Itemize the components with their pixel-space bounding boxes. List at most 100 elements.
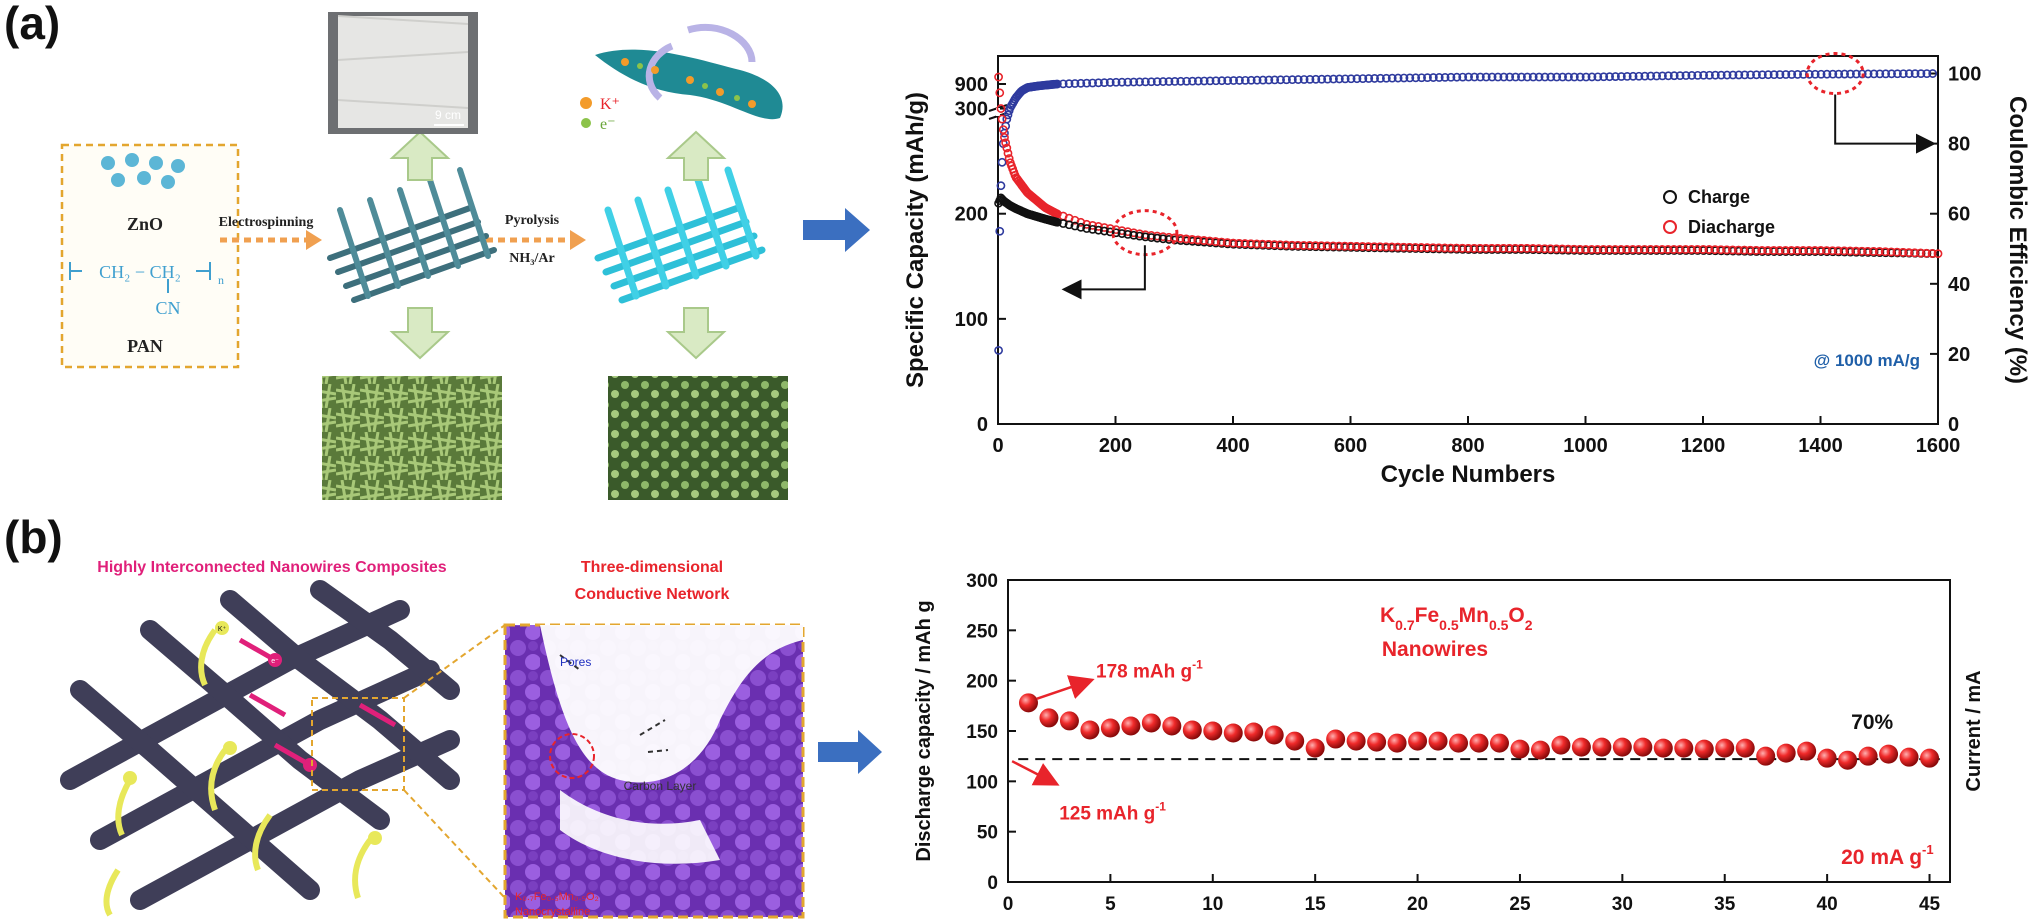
blue-arrow-b-icon (818, 730, 882, 774)
series-discharge-point (1780, 246, 1790, 255)
series-discharge-point (1910, 248, 1919, 258)
series-coulombic-point (1393, 73, 1403, 83)
data-point-b (1264, 725, 1284, 745)
series-coulombic-point (1299, 75, 1309, 84)
legend-label-charge: Charge (1688, 187, 1750, 207)
series-charge-point (1052, 217, 1062, 227)
y-tick-label-b: 250 (966, 621, 998, 642)
series-discharge-point (1363, 242, 1373, 252)
series-coulombic-point (1064, 79, 1074, 89)
schematic-a: ZnO CH₂ − CH₂ n CN PAN Electrospinning P… (60, 12, 870, 500)
x-tick-label-b: 30 (1612, 894, 1633, 915)
k-ion-legend-icon (580, 97, 592, 109)
series-discharge-point (1216, 237, 1226, 247)
data-point-b (1449, 733, 1469, 753)
series-discharge-point (1187, 235, 1197, 244)
series-discharge-point (1745, 245, 1755, 255)
series-coulombic-point (1170, 77, 1180, 86)
series-discharge-point (1933, 249, 1943, 259)
series-discharge-point (1586, 245, 1596, 254)
series-coulombic-point (1710, 70, 1720, 80)
series-discharge-point (1381, 242, 1391, 252)
series-discharge-point (1469, 244, 1479, 253)
series-coulombic-point (1235, 76, 1244, 85)
title-right-2: Conductive Network (575, 586, 730, 603)
series-coulombic-point (1928, 69, 1938, 78)
legend-label-discharge: Diacharge (1688, 217, 1775, 237)
series-coulombic-point (1881, 69, 1891, 79)
series-coulombic-point (1746, 70, 1755, 80)
series-discharge-point (1633, 245, 1643, 254)
series-coulombic-point (1687, 71, 1697, 80)
series-discharge-point (1445, 243, 1455, 253)
series-discharge-point (1299, 241, 1308, 250)
cycle-arrow-icon (645, 23, 756, 101)
data-point-b (1141, 713, 1161, 733)
series-discharge-point (1281, 240, 1291, 250)
series-discharge-point (1351, 242, 1361, 251)
series-discharge-point (995, 88, 1005, 98)
series-coulombic-point (1070, 79, 1080, 88)
series-coulombic-point (1752, 70, 1761, 80)
series-coulombic-point (1505, 72, 1515, 82)
fiber-mesh-1-icon (327, 167, 497, 303)
series-discharge-point (1275, 240, 1285, 250)
series-discharge-point (1904, 248, 1914, 258)
series-discharge-point (1416, 243, 1426, 252)
series-discharge-point (1003, 148, 1013, 158)
series-discharge-point (1874, 247, 1884, 256)
series-discharge-point (1575, 244, 1585, 254)
chart-a: 0 200 400 600 800 1000 1200 1400 160001002003009… (902, 52, 2031, 488)
series-coulombic-point (1334, 74, 1344, 84)
series-discharge-point (1428, 243, 1438, 253)
series-coulombic-point (1417, 73, 1426, 83)
x-tick-label-b: 15 (1305, 894, 1327, 915)
series-coulombic-point (1223, 76, 1233, 86)
series-charge-point (1064, 220, 1074, 230)
series-discharge-point (1481, 244, 1491, 253)
x-axis-title-a: Cycle Numbers (1381, 461, 1556, 488)
series-discharge-point (1404, 242, 1414, 252)
series-discharge-point (1357, 242, 1367, 251)
data-point-b (1592, 737, 1612, 757)
series-coulombic-point (1329, 74, 1338, 84)
series-discharge-point (1257, 239, 1267, 249)
series-coulombic-point (1699, 70, 1708, 80)
series-coulombic-point (1264, 75, 1274, 85)
data-point-b (1653, 738, 1673, 758)
series-discharge-point (1845, 246, 1855, 256)
series-coulombic-point (1569, 72, 1579, 82)
data-point-b (1510, 739, 1530, 759)
series-coulombic-point (1129, 77, 1139, 87)
k-ion-streaks (103, 628, 373, 917)
series-coulombic-point (1258, 75, 1268, 85)
zno-label: ZnO (127, 214, 163, 234)
series-discharge-b (1018, 693, 1940, 770)
series-discharge-point (1704, 245, 1714, 254)
series-coulombic-point (1716, 70, 1726, 80)
series-discharge-point (998, 125, 1008, 134)
series-coulombic-point (1757, 70, 1767, 80)
y-axis-title-a: Specific Capacity (mAh/g) (902, 92, 929, 388)
data-point-b (1633, 737, 1653, 757)
pan-formula-cn: CN (155, 298, 180, 318)
series-discharge-point (1680, 245, 1690, 254)
series-discharge-point (1557, 244, 1567, 254)
series-discharge-point (1863, 246, 1872, 256)
zno-particles-icon (101, 153, 185, 189)
series-charge-point (1146, 233, 1156, 242)
series-coulombic-point (1287, 75, 1297, 85)
x-tick-label-b: 20 (1407, 894, 1428, 915)
series-coulombic-point (1722, 70, 1732, 80)
title-right-1: Three-dimensional (581, 559, 723, 576)
series-coulombic-point (1775, 70, 1785, 79)
series-coulombic-point (1452, 72, 1462, 82)
series-discharge-point (1398, 242, 1408, 252)
series-discharge-point (1463, 244, 1473, 253)
series-coulombic-point (1428, 73, 1438, 82)
y2-tick-label-a: 40 (1948, 274, 1970, 296)
x-tick-label-b: 0 (1003, 894, 1014, 915)
y-tick-label-b: 0 (987, 873, 998, 894)
annot-70pct: 70% (1851, 711, 1893, 734)
x-tick-label-a: 1600 (1916, 435, 1961, 457)
